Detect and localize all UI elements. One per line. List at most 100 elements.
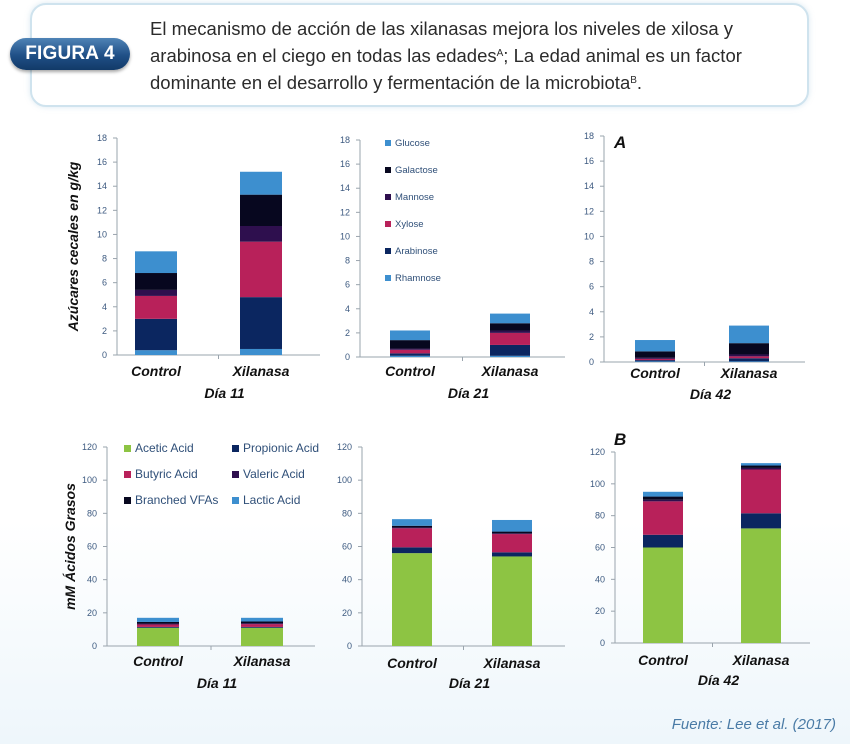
sugar-d42-y-tick-label: 16 <box>584 156 594 166</box>
vfa-d11-bar-control-propionic-acid <box>137 626 179 628</box>
vfa-d11-category-label: Control <box>133 653 184 669</box>
vfa-d21-bar-xilanasa-propionic-acid <box>492 552 532 557</box>
sugar-d21-bar-xilanasa-glucose <box>490 313 530 324</box>
sugar-d21-bar-xilanasa-mannose <box>490 330 530 333</box>
sugar-d21-y-tick-label: 14 <box>340 183 350 193</box>
sugar-d21-y-tick-label: 8 <box>345 256 350 266</box>
legend-label-mannose: Mannose <box>395 192 434 203</box>
vfa-d42-y-tick-label: 0 <box>600 638 605 648</box>
vfa-d42-y-tick-label: 20 <box>595 606 605 616</box>
vfa-d21-y-tick-label: 20 <box>342 608 352 618</box>
caption-line-1: El mecanismo de acción de las xilanasas … <box>150 18 734 39</box>
vfa-d42-bar-control-lactic-acid <box>643 491 683 497</box>
legend-label-butyric-acid: Butyric Acid <box>135 467 198 481</box>
sugar-d11-y-tick-label: 12 <box>97 205 107 215</box>
legend-label-valeric-acid: Valeric Acid <box>243 467 305 481</box>
vfa-d42-panel-letter: B <box>614 430 626 449</box>
sugar-d42-category-label: Xilanasa <box>720 365 778 381</box>
legend-swatch-butyric-acid <box>124 471 131 478</box>
legend-label-galactose: Galactose <box>395 165 438 176</box>
vfa-d42-bar-xilanasa-lactic-acid <box>741 463 781 466</box>
legend-label-branched-vfas: Branched VFAs <box>135 493 218 507</box>
vfa-d11-y-tick-label: 100 <box>82 475 97 485</box>
vfa-d11-bar-xilanasa-propionic-acid <box>241 626 283 628</box>
sugar-d42-bar-control-xylose <box>635 358 675 361</box>
vfa-d21-y-tick-label: 60 <box>342 542 352 552</box>
sugar-d11-bar-xilanasa-rhamnose <box>240 348 282 355</box>
legend-swatch-acetic-acid <box>124 445 131 452</box>
sugar-d21-category-label: Control <box>385 363 436 379</box>
vfa-d42-category-label: Control <box>638 652 689 668</box>
vfa-d11-y-axis-label: mM Ácidos Grasos <box>62 483 78 610</box>
vfa-d21-bar-control-lactic-acid <box>392 519 432 526</box>
sugar-d21-bar-xilanasa-rhamnose <box>490 355 530 357</box>
vfa-d21-y-tick-label: 40 <box>342 575 352 585</box>
sugar-d11-title: Día 11 <box>204 385 244 401</box>
vfa-d21-bar-xilanasa-branched-vfas <box>492 531 532 534</box>
vfa-d11-bar-control-butyric-acid <box>137 624 179 627</box>
vfa-d21-bar-control-propionic-acid <box>392 547 432 554</box>
source-citation: Fuente: Lee et al. (2017) <box>671 716 836 733</box>
vfa-d21-bar-xilanasa-valeric-acid <box>492 533 532 535</box>
sugar-d42-bar-control-mannose <box>635 357 675 359</box>
legend-swatch-propionic-acid <box>232 445 239 452</box>
sugar-d42-y-tick-label: 8 <box>589 257 594 267</box>
vfa-d42-bar-control-butyric-acid <box>643 501 683 535</box>
sugar-d11-bar-xilanasa-glucose <box>240 171 282 195</box>
sugar-d42-y-tick-label: 2 <box>589 332 594 342</box>
sugar-d11-bar-xilanasa-xylose <box>240 241 282 298</box>
sugar-d11-y-tick-label: 18 <box>97 133 107 143</box>
sugar-d42-bar-xilanasa-galactose <box>729 343 769 355</box>
sugar-d11-bar-control-glucose <box>135 251 177 274</box>
vfa-d21-bar-xilanasa-butyric-acid <box>492 534 532 553</box>
legend-label-lactic-acid: Lactic Acid <box>243 493 300 507</box>
sugar-d11-bar-control-arabinose <box>135 318 177 351</box>
sugar-d21-y-tick-label: 0 <box>345 352 350 362</box>
vfa-d11-category-label: Xilanasa <box>233 653 291 669</box>
sugar-d11-bar-control-rhamnose <box>135 350 177 355</box>
sugar-d42-bar-control-rhamnose <box>635 361 675 362</box>
caption-line-3b: . <box>636 72 643 93</box>
sugar-d21-bar-xilanasa-galactose <box>490 323 530 331</box>
sugar-d11-y-tick-label: 2 <box>102 326 107 336</box>
sugar-d21-bar-xilanasa-arabinose <box>490 344 530 356</box>
figure-caption: El mecanismo de acción de las xilanasas … <box>150 16 800 95</box>
sugar-d21-bar-xilanasa-xylose <box>490 332 530 345</box>
vfa-d42-bar-xilanasa-propionic-acid <box>741 513 781 529</box>
sugar-d42-y-tick-label: 18 <box>584 131 594 141</box>
sugar-d21-bar-control-rhamnose <box>390 355 430 357</box>
sugar-d11-y-tick-label: 16 <box>97 157 107 167</box>
sugar-d42-bar-control-galactose <box>635 351 675 358</box>
vfa-d21-title: Día 21 <box>449 675 490 691</box>
vfa-d21-y-tick-label: 0 <box>347 641 352 651</box>
vfa-d21-bar-xilanasa-lactic-acid <box>492 519 532 532</box>
caption-sup-b: B <box>630 75 637 86</box>
vfa-d42-bar-xilanasa-valeric-acid <box>741 467 781 470</box>
legend-swatch-glucose <box>385 140 391 146</box>
vfa-d21-bar-control-branched-vfas <box>392 525 432 528</box>
vfa-d21-bar-control-valeric-acid <box>392 527 432 529</box>
legend-swatch-valeric-acid <box>232 471 239 478</box>
vfa-d11-bar-xilanasa-butyric-acid <box>241 624 283 627</box>
sugar-d11-bar-xilanasa-galactose <box>240 194 282 227</box>
vfa-d11-y-tick-label: 80 <box>87 508 97 518</box>
sugar-d42-bar-control-arabinose <box>635 360 675 362</box>
sugar-d42-bar-xilanasa-xylose <box>729 356 769 359</box>
sugar-d21-bar-control-glucose <box>390 330 430 341</box>
vfa-d11-bar-control-valeric-acid <box>137 623 179 625</box>
sugar-d11-y-tick-label: 0 <box>102 350 107 360</box>
sugar-d42-y-tick-label: 12 <box>584 206 594 216</box>
sugar-d42-category-label: Control <box>630 365 681 381</box>
legend-swatch-lactic-acid <box>232 497 239 504</box>
caption-sup-a: A <box>496 48 504 59</box>
legend-label-acetic-acid: Acetic Acid <box>135 441 194 455</box>
sugar-d21-y-tick-label: 12 <box>340 207 350 217</box>
legend-swatch-rhamnose <box>385 275 391 281</box>
sugar-d21-bar-control-xylose <box>390 349 430 354</box>
legend-label-propionic-acid: Propionic Acid <box>243 441 319 455</box>
sugar-d42-y-tick-label: 14 <box>584 181 594 191</box>
vfa-d11-y-tick-label: 20 <box>87 608 97 618</box>
vfa-d11-bar-control-lactic-acid <box>137 617 179 622</box>
vfa-d21-category-label: Xilanasa <box>483 655 541 671</box>
